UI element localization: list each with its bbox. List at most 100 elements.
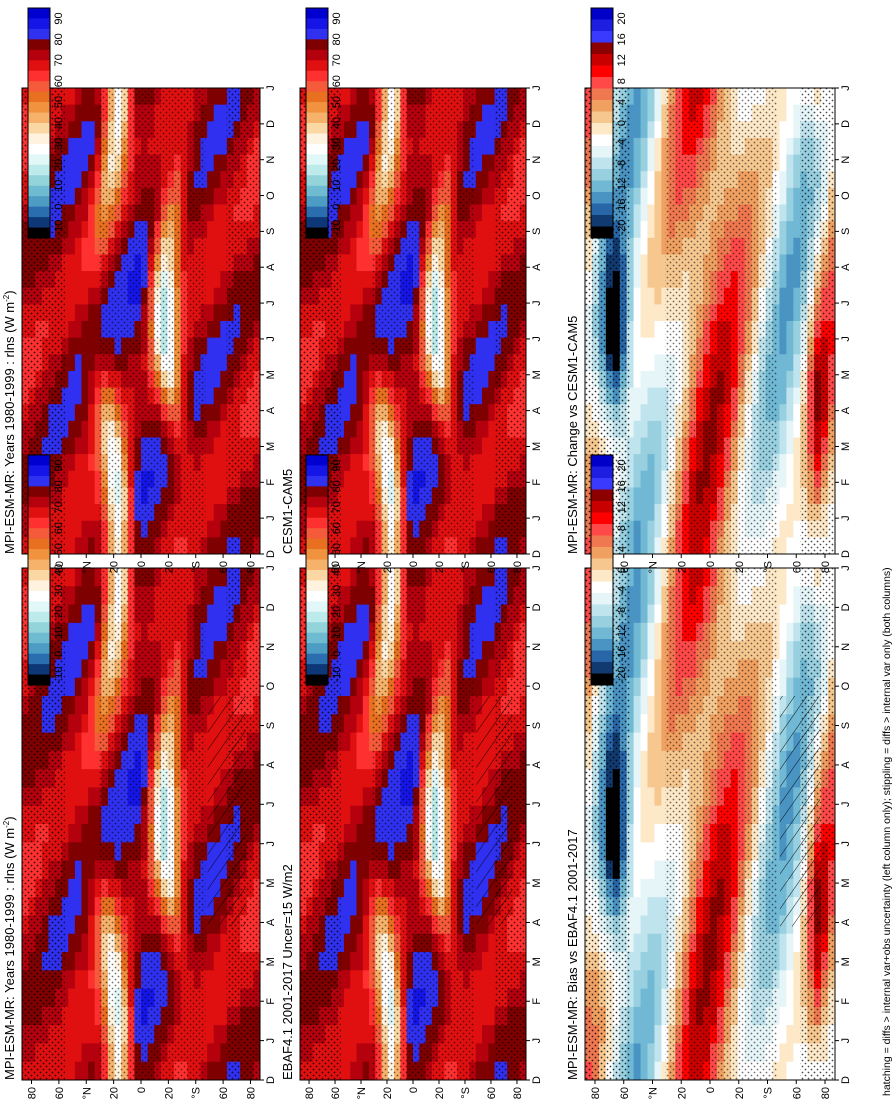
heatmap-cell <box>626 696 635 715</box>
x-tick-label: N <box>840 643 852 651</box>
heatmap-cell <box>220 659 228 679</box>
y-tick-label: 20 <box>163 1087 175 1099</box>
heatmap-cell <box>74 304 82 322</box>
heatmap-cell <box>356 988 364 1008</box>
heatmap-cell <box>633 915 642 935</box>
heatmap-cell <box>74 622 82 642</box>
x-tick-label: M <box>265 878 277 887</box>
heatmap-cell <box>343 915 351 935</box>
heatmap-cell <box>647 696 655 715</box>
heatmap-cell <box>640 787 648 807</box>
heatmap-cell <box>207 204 215 222</box>
heatmap-cell <box>88 878 96 898</box>
heatmap-cell <box>68 520 76 538</box>
heatmap-cell <box>207 88 215 106</box>
heatmap-cell <box>207 537 215 555</box>
x-tick-label: J <box>840 1038 852 1044</box>
heatmap-cell <box>68 470 76 488</box>
heatmap-cell <box>356 604 364 624</box>
heatmap-cell <box>350 842 357 862</box>
heatmap-cell <box>343 952 351 971</box>
heatmap-cell <box>482 604 489 624</box>
heatmap-cell <box>337 420 345 438</box>
heatmap-cell <box>220 321 228 339</box>
heatmap-cell <box>61 221 69 239</box>
heatmap-cell <box>350 641 357 660</box>
y-tick-label: 80 <box>304 1087 316 1099</box>
heatmap-cell <box>220 988 228 1008</box>
x-tick-label: M <box>531 878 543 887</box>
heatmap-cell <box>337 88 345 106</box>
heatmap-cell <box>68 970 76 990</box>
heatmap-cell <box>626 787 635 807</box>
heatmap-cell <box>779 933 787 953</box>
heatmap-cell <box>356 137 364 156</box>
heatmap-cell <box>654 1025 662 1044</box>
heatmap-cell <box>81 677 89 697</box>
panel-title-text: MPI-ESM-MR: Bias vs EBAF4.1 2001-2017 <box>565 829 580 1080</box>
heatmap-cell <box>350 988 357 1008</box>
heatmap-cell <box>61 237 69 255</box>
heatmap-cell <box>337 437 345 455</box>
heatmap-cell <box>74 404 82 422</box>
heatmap-cell <box>337 287 345 305</box>
heatmap-cell <box>81 1025 89 1044</box>
heatmap-cell <box>74 204 82 222</box>
heatmap-cell <box>654 1043 662 1063</box>
heatmap-cell <box>88 470 96 488</box>
heatmap-cell <box>88 696 96 715</box>
heatmap-cell <box>61 732 69 752</box>
heatmap-cell <box>88 1043 96 1063</box>
heatmap-cell <box>213 287 221 305</box>
x-tick-label: S <box>265 722 277 729</box>
heatmap-cell <box>68 221 76 239</box>
heatmap-cell <box>356 641 364 660</box>
heatmap-cell <box>61 1006 69 1026</box>
heatmap-cell <box>61 1025 69 1044</box>
heatmap-cell <box>220 271 228 289</box>
heatmap-cell <box>343 677 351 697</box>
heatmap-cell <box>213 321 221 339</box>
heatmap-cell <box>356 878 364 898</box>
heatmap-cell <box>654 824 662 843</box>
heatmap-cell <box>81 520 89 538</box>
heatmap-cell <box>81 304 89 322</box>
heatmap-cell <box>61 88 69 106</box>
heatmap-cell <box>779 1006 787 1026</box>
heatmap-cell <box>343 221 351 239</box>
heatmap-cell <box>220 1043 228 1063</box>
heatmap-cell <box>343 750 351 770</box>
heatmap-cell <box>68 187 76 205</box>
heatmap-cell <box>207 154 215 172</box>
heatmap-cell <box>81 487 89 505</box>
heatmap-cell <box>779 1043 787 1063</box>
heatmap-cell <box>362 221 370 239</box>
heatmap-cell <box>81 641 89 660</box>
heatmap-cell <box>640 915 648 935</box>
heatmap-cell <box>482 952 489 971</box>
heatmap-cell <box>81 860 89 880</box>
x-tick-label: J <box>265 300 277 306</box>
heatmap-cell <box>88 171 96 189</box>
heatmap-cell <box>633 732 642 752</box>
heatmap-cell <box>74 337 82 355</box>
heatmap-cell <box>68 842 76 862</box>
x-tick-label: F <box>265 479 277 486</box>
heatmap-cell <box>61 387 69 405</box>
heatmap-cell <box>81 137 89 156</box>
heatmap-cell <box>356 769 364 788</box>
heatmap-cell <box>640 732 648 752</box>
heatmap-cell <box>356 805 364 825</box>
heatmap-cell <box>475 641 483 660</box>
heatmap-cell <box>61 878 69 898</box>
heatmap-cell <box>74 586 82 606</box>
heatmap-cell <box>482 622 489 642</box>
heatmap-cell <box>81 714 89 734</box>
y-tick-label: 0 <box>136 1087 148 1093</box>
x-tick-label: O <box>265 681 277 690</box>
heatmap-cell <box>626 1025 635 1044</box>
heatmap-cell <box>337 641 345 660</box>
heatmap-cell <box>350 677 357 697</box>
heatmap-cell <box>343 254 351 272</box>
